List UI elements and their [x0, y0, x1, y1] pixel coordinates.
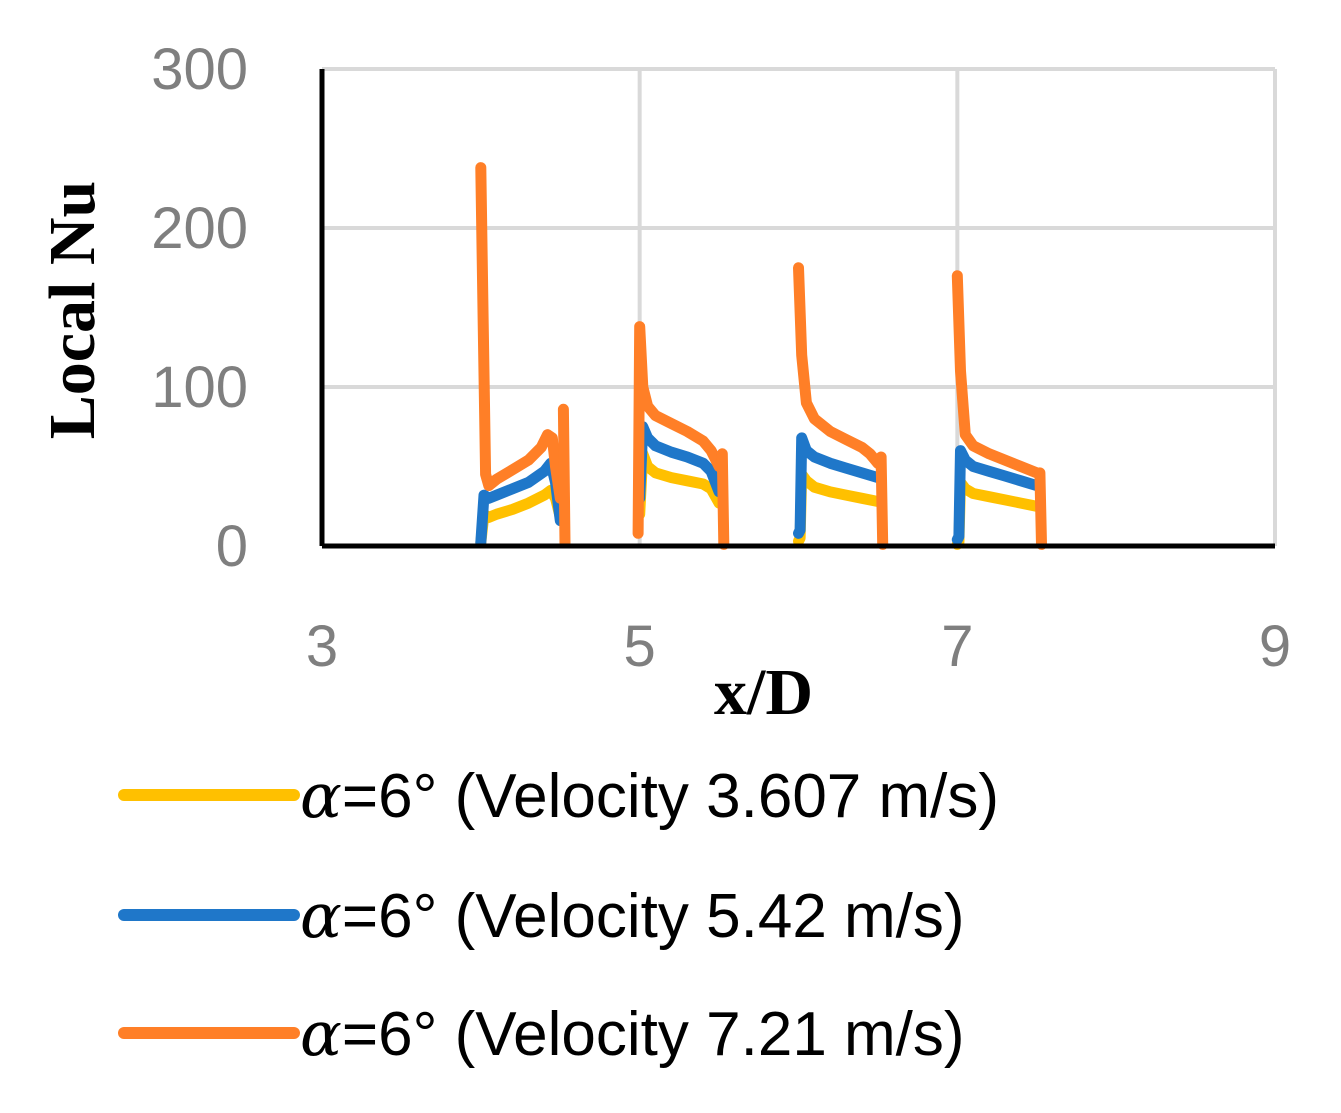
series-line-segment [793, 432, 884, 539]
series-line-segment [793, 468, 884, 547]
legend-label: α=6° (Velocity 3.607 m/s) [300, 759, 999, 832]
x-tick-label: 5 [624, 614, 656, 679]
y-tick-label: 200 [151, 196, 248, 261]
series-line-segment [634, 421, 725, 504]
y-tick-label: 300 [151, 37, 248, 102]
legend-label: α=6° (Velocity 7.21 m/s) [300, 997, 965, 1070]
y-tick-label: 0 [216, 514, 248, 579]
series-3 [475, 162, 1047, 550]
legend-label: α=6° (Velocity 5.42 m/s) [300, 879, 965, 952]
legend-entry: α=6° (Velocity 5.42 m/s) [118, 879, 965, 952]
axes [319, 69, 1275, 549]
series-line-segment [951, 445, 1043, 546]
series-line-segment [475, 162, 566, 504]
series-line-segment [1034, 467, 1047, 550]
x-tick-label: 7 [941, 614, 973, 679]
y-axis-title: Local Nu [36, 181, 109, 440]
y-tick-label: 100 [151, 355, 248, 420]
legend-entry: α=6° (Velocity 7.21 m/s) [118, 997, 965, 1070]
series-lines [475, 162, 1047, 550]
legend-entry: α=6° (Velocity 3.607 m/s) [118, 759, 999, 832]
x-axis-title: x/D [714, 656, 813, 729]
series-line-segment [716, 448, 730, 550]
x-tick-label: 3 [306, 614, 338, 679]
x-tick-label: 9 [1259, 614, 1291, 679]
series-line-segment [557, 403, 571, 549]
series-line-segment [875, 451, 889, 550]
series-line-segment [793, 262, 884, 469]
legend: α=6° (Velocity 3.607 m/s) α=6° (Velocity … [118, 759, 999, 1070]
series-line-segment [951, 476, 1043, 550]
series-line-segment [632, 321, 725, 539]
series-line-segment [951, 270, 1043, 479]
tick-labels: 0 100 200 300 3 5 7 9 [151, 37, 1291, 679]
